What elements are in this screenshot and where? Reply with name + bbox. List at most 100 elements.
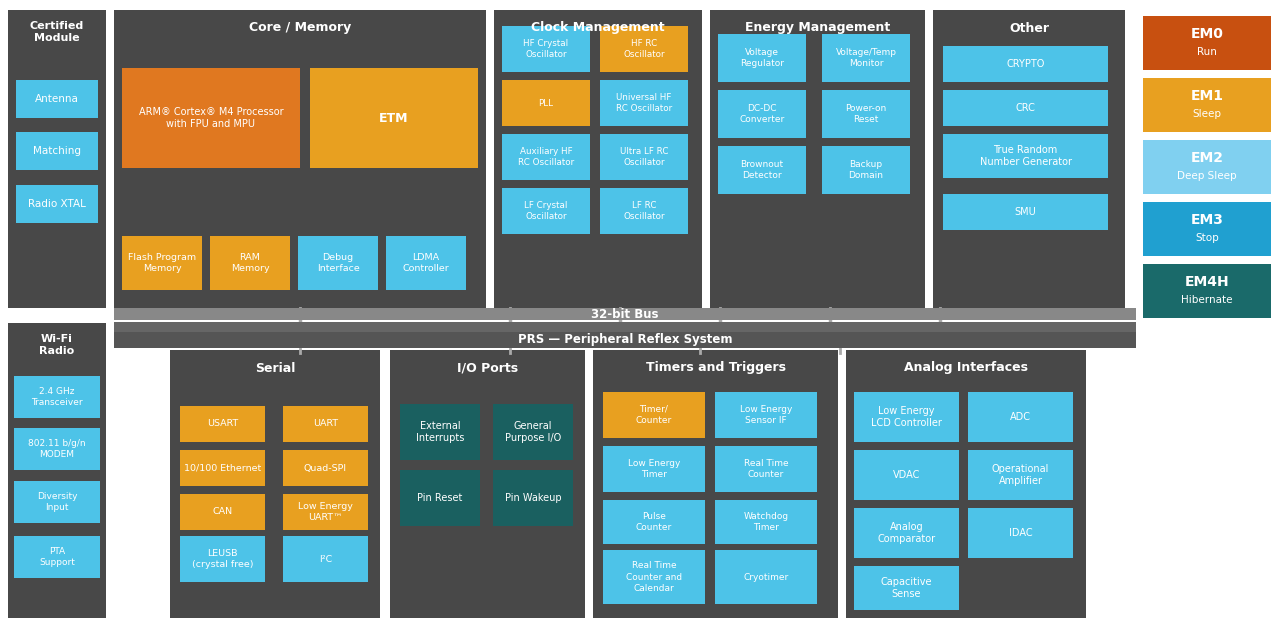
Text: Brownout
Detector: Brownout Detector [740,160,783,180]
Bar [14,428,100,470]
Bar [822,146,910,194]
Bar [494,10,701,308]
Bar [943,194,1108,230]
Bar [716,550,817,604]
Text: LF Crystal
Oscillator: LF Crystal Oscillator [525,201,568,221]
Bar [114,10,486,308]
Bar [600,188,689,234]
Text: Power-on
Reset: Power-on Reset [845,104,887,124]
Bar [310,68,477,168]
Text: Certified
Module: Certified Module [29,21,84,43]
Text: 2.4 GHz
Transceiver: 2.4 GHz Transceiver [31,387,83,407]
Bar [822,34,910,82]
Text: HF Crystal
Oscillator: HF Crystal Oscillator [524,39,568,59]
Text: Real Time
Counter and
Calendar: Real Time Counter and Calendar [626,561,682,593]
Bar [854,566,959,610]
Bar [14,481,100,523]
Text: I²C: I²C [319,554,332,563]
Bar [718,146,806,194]
Text: Wi-Fi
Radio: Wi-Fi Radio [40,334,74,356]
Text: Timer/
Counter: Timer/ Counter [636,405,672,425]
Bar [1143,264,1271,318]
Bar [603,392,705,438]
Text: Analog
Comparator: Analog Comparator [877,522,936,544]
Bar [502,80,590,126]
Bar [114,332,1137,348]
Text: Pin Wakeup: Pin Wakeup [504,493,562,503]
Text: CAN: CAN [212,507,233,517]
Text: Serial: Serial [255,362,296,375]
Bar [822,90,910,138]
Text: CRYPTO: CRYPTO [1006,59,1044,69]
Text: Core / Memory: Core / Memory [248,22,351,34]
Text: Analog Interfaces: Analog Interfaces [904,362,1028,375]
Bar [933,10,1125,308]
Bar [502,26,590,72]
Bar [114,322,1137,334]
Bar [846,350,1085,618]
Bar [502,188,590,234]
Text: Low Energy
UART™: Low Energy UART™ [298,502,353,522]
Text: General
Purpose I/O: General Purpose I/O [504,421,561,443]
Text: EM3: EM3 [1190,213,1224,227]
Text: EM4H: EM4H [1185,275,1229,289]
Bar [15,132,99,170]
Text: Cryotimer: Cryotimer [744,572,788,581]
Text: Timers and Triggers: Timers and Triggers [645,362,786,375]
Bar [399,404,480,460]
Text: LEUSB
(crystal free): LEUSB (crystal free) [192,549,253,569]
Text: UART: UART [312,420,338,429]
Text: Debug
Interface: Debug Interface [316,253,360,273]
Bar [180,406,265,442]
Text: RAM
Memory: RAM Memory [230,253,269,273]
Text: Watchdog
Timer: Watchdog Timer [744,512,788,532]
Text: Operational
Amplifier: Operational Amplifier [992,464,1050,486]
Bar [283,406,369,442]
Text: Sleep: Sleep [1193,109,1221,119]
Text: ARM® Cortex® M4 Processor
with FPU and MPU: ARM® Cortex® M4 Processor with FPU and M… [138,107,283,130]
Bar [210,236,291,290]
Text: Hibernate: Hibernate [1181,295,1233,305]
Text: Pin Reset: Pin Reset [417,493,462,503]
Bar [854,450,959,500]
Text: DC-DC
Converter: DC-DC Converter [740,104,785,124]
Bar [710,10,925,308]
Text: Diversity
Input: Diversity Input [37,492,77,512]
Bar [968,450,1073,500]
Bar [283,536,369,582]
Text: Antenna: Antenna [35,94,79,104]
Bar [600,134,689,180]
Bar [943,46,1108,82]
Text: Deep Sleep: Deep Sleep [1178,171,1236,181]
Text: SMU: SMU [1015,207,1037,217]
Text: 802.11 b/g/n
MODEM: 802.11 b/g/n MODEM [28,439,86,459]
Bar [716,392,817,438]
Bar [502,134,590,180]
Text: Backup
Domain: Backup Domain [849,160,883,180]
Bar [603,500,705,544]
Bar [593,350,838,618]
Bar [716,446,817,492]
Bar [15,185,99,223]
Text: Voltage
Regulator: Voltage Regulator [740,48,783,68]
Bar [854,508,959,558]
Text: External
Interrupts: External Interrupts [416,421,465,443]
Bar [493,404,573,460]
Bar [122,236,202,290]
Bar [180,450,265,486]
Text: HF RC
Oscillator: HF RC Oscillator [623,39,664,59]
Text: Pulse
Counter: Pulse Counter [636,512,672,532]
Bar [298,236,378,290]
Bar [8,323,106,618]
Text: PTA
Support: PTA Support [40,547,76,567]
Bar [180,494,265,530]
Text: Quad-SPI: Quad-SPI [303,463,347,473]
Bar [943,134,1108,178]
Bar [718,90,806,138]
Bar [399,470,480,526]
Text: PRS — Peripheral Reflex System: PRS — Peripheral Reflex System [517,334,732,346]
Text: IDAC: IDAC [1009,528,1032,538]
Text: Auxiliary HF
RC Oscillator: Auxiliary HF RC Oscillator [518,147,575,167]
Bar [180,536,265,582]
Text: Energy Management: Energy Management [745,22,890,34]
